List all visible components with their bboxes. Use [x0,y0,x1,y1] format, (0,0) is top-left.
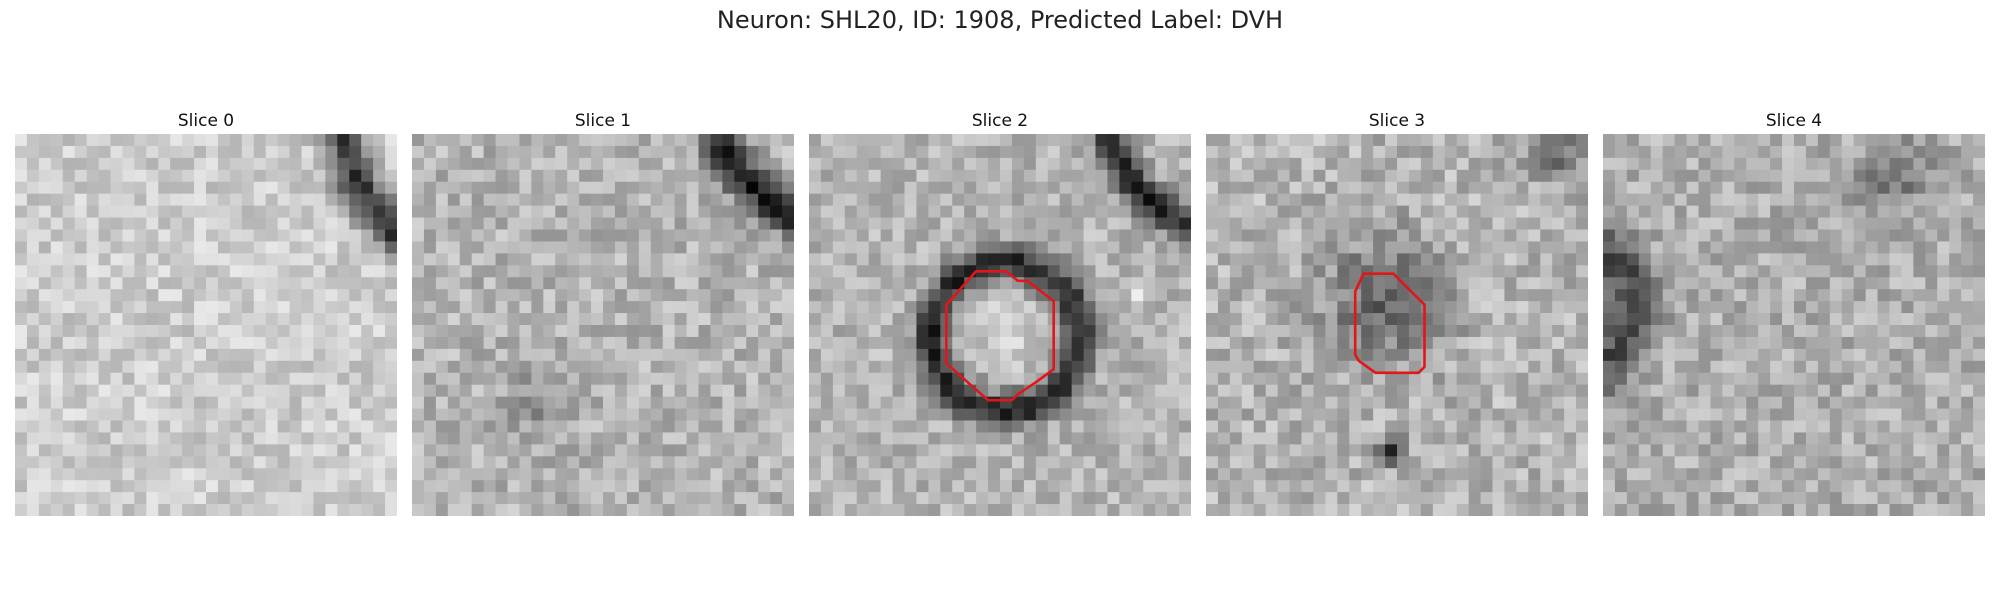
slice-image [809,134,1191,516]
slice-title: Slice 1 [574,111,632,131]
slice-panel-4: Slice 4 [1603,108,1985,516]
figure-title: Neuron: SHL20, ID: 1908, Predicted Label… [716,6,1284,34]
slice-panel-2: Slice 2 [809,108,1191,516]
slice-title: Slice 4 [1765,111,1823,131]
slice-image [412,134,794,516]
slice-image [1206,134,1588,516]
slice-panel-1: Slice 1 [412,108,794,516]
slice-title: Slice 2 [971,111,1029,131]
roi-outline [945,270,1055,402]
slice-title: Slice 3 [1368,111,1426,131]
slice-title: Slice 0 [177,111,235,131]
roi-outline [1353,272,1426,375]
slice-image [15,134,397,516]
slice-panel-0: Slice 0 [15,108,397,516]
slice-image [1603,134,1985,516]
slice-panel-3: Slice 3 [1206,108,1588,516]
